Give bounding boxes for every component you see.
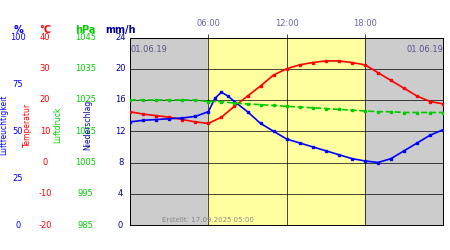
Text: 75: 75 bbox=[13, 80, 23, 89]
Text: Erstellt: 17.09.2025 05:00: Erstellt: 17.09.2025 05:00 bbox=[162, 216, 253, 222]
Text: Niederschlag: Niederschlag bbox=[84, 100, 93, 150]
Text: Luftdruck: Luftdruck bbox=[53, 107, 62, 143]
Text: Luftfeuchtigkeit: Luftfeuchtigkeit bbox=[0, 95, 8, 155]
Text: 01.06.19: 01.06.19 bbox=[130, 45, 167, 54]
Text: 20: 20 bbox=[40, 96, 50, 104]
Text: 16: 16 bbox=[115, 96, 126, 104]
Text: 50: 50 bbox=[13, 127, 23, 136]
Text: 0: 0 bbox=[118, 220, 123, 230]
Text: -10: -10 bbox=[38, 189, 52, 198]
Text: 24: 24 bbox=[115, 33, 126, 42]
Text: 40: 40 bbox=[40, 33, 50, 42]
Bar bbox=[130, 38, 208, 225]
Text: 1005: 1005 bbox=[75, 158, 96, 167]
Text: 20: 20 bbox=[115, 64, 126, 73]
Bar bbox=[208, 38, 365, 225]
Text: 10: 10 bbox=[40, 127, 50, 136]
Text: 1035: 1035 bbox=[75, 64, 96, 73]
Text: 25: 25 bbox=[13, 174, 23, 182]
Text: %: % bbox=[13, 25, 23, 35]
Text: 4: 4 bbox=[118, 189, 123, 198]
Text: 0: 0 bbox=[15, 220, 21, 230]
Text: 985: 985 bbox=[77, 220, 94, 230]
Text: 12: 12 bbox=[115, 127, 126, 136]
Text: 0: 0 bbox=[42, 158, 48, 167]
Text: -20: -20 bbox=[38, 220, 52, 230]
Text: Temperatur: Temperatur bbox=[22, 103, 32, 147]
Text: hPa: hPa bbox=[75, 25, 96, 35]
Text: 01.06.19: 01.06.19 bbox=[406, 45, 443, 54]
Text: 995: 995 bbox=[77, 189, 94, 198]
Text: 30: 30 bbox=[40, 64, 50, 73]
Text: 8: 8 bbox=[118, 158, 123, 167]
Text: 1025: 1025 bbox=[75, 96, 96, 104]
Text: mm/h: mm/h bbox=[105, 25, 136, 35]
Text: °C: °C bbox=[39, 25, 51, 35]
Bar bbox=[365, 38, 443, 225]
Text: 1045: 1045 bbox=[75, 33, 96, 42]
Text: 1015: 1015 bbox=[75, 127, 96, 136]
Text: 100: 100 bbox=[10, 33, 26, 42]
